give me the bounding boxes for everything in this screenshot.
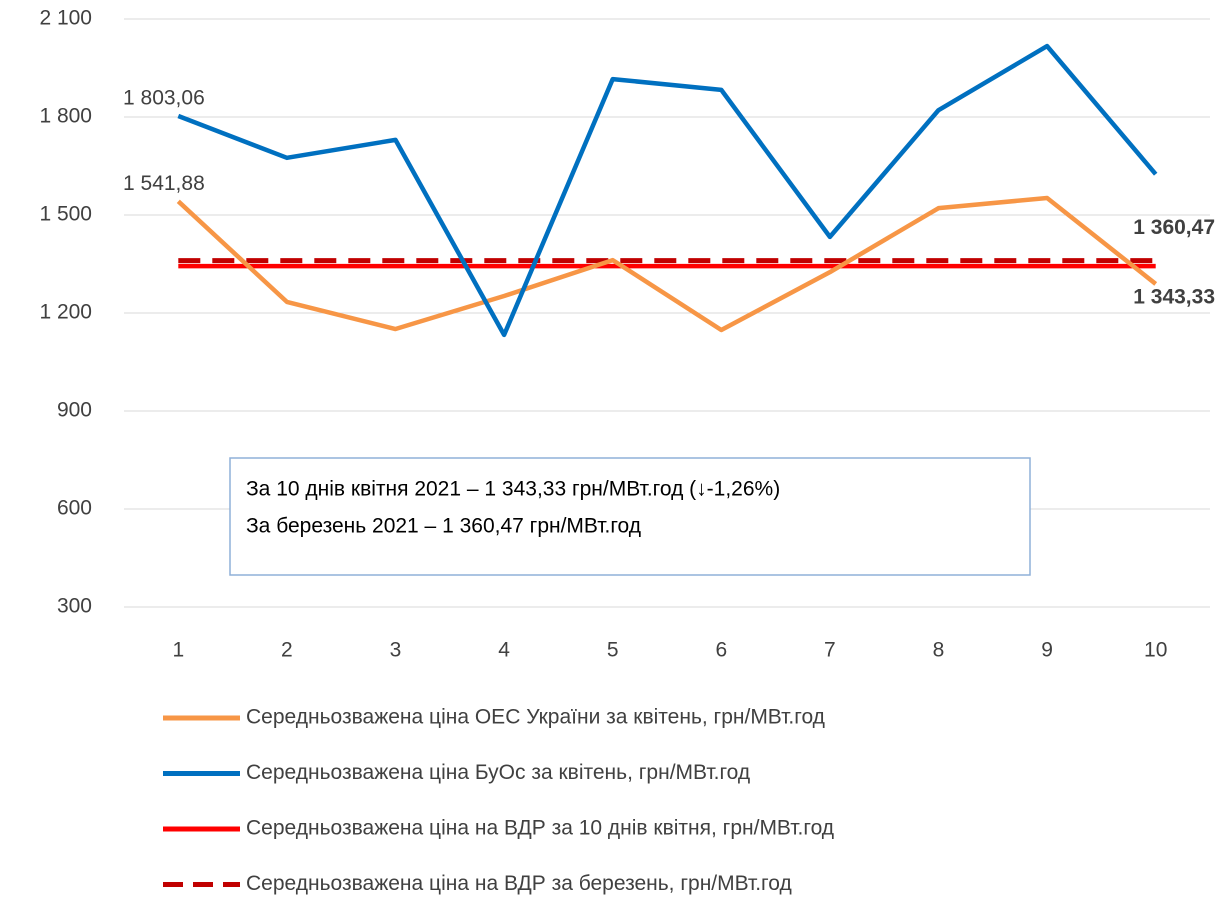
- x-tick-label: 2: [281, 639, 293, 662]
- annotation-box: [229, 457, 1031, 576]
- series-line: [176, 195, 1158, 333]
- x-tick-label: 3: [390, 639, 402, 662]
- x-tick-label: 6: [715, 639, 727, 662]
- x-tick-label: 10: [1144, 639, 1167, 662]
- x-tick-label: 1: [172, 639, 184, 662]
- y-tick-label: 1 500: [39, 203, 92, 226]
- legend-label: Середньозважена ціна на ВДР за 10 днів к…: [246, 817, 834, 840]
- data-label: 1 343,33: [1133, 286, 1215, 309]
- y-tick-label: 300: [57, 595, 92, 618]
- y-tick-label: 900: [57, 399, 92, 422]
- x-tick-label: 4: [498, 639, 510, 662]
- x-tick-label: 5: [607, 639, 619, 662]
- x-tick-label: 8: [933, 639, 945, 662]
- data-label: 1 541,88: [123, 172, 205, 195]
- legend-label: Середньозважена ціна на ВДР за березень,…: [246, 872, 792, 895]
- y-tick-label: 1 200: [39, 301, 92, 324]
- legend-label: Середньозважена ціна ОЕС України за квіт…: [246, 706, 825, 729]
- legend-label: Середньозважена ціна БуОс за квітень, гр…: [246, 761, 750, 784]
- x-tick-label: 7: [824, 639, 836, 662]
- data-label: 1 803,06: [123, 87, 205, 110]
- y-tick-label: 2 100: [39, 7, 92, 30]
- annotation: За березень 2021 – 1 360,47 грн/МВт.год: [246, 515, 641, 538]
- data-label: 1 360,47: [1133, 216, 1215, 239]
- annotation: За 10 днів квітня 2021 – 1 343,33 грн/МВ…: [246, 478, 780, 501]
- x-tick-label: 9: [1041, 639, 1053, 662]
- series-line: [177, 43, 1158, 338]
- y-tick-label: 1 800: [39, 105, 92, 128]
- y-tick-label: 600: [57, 497, 92, 520]
